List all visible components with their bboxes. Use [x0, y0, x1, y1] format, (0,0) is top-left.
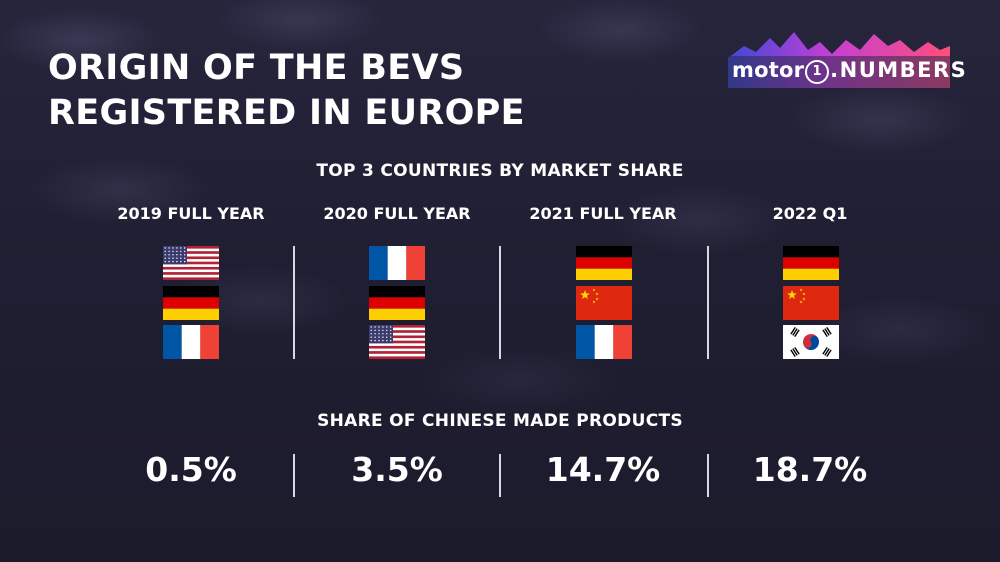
chinese-share-heading: SHARE OF CHINESE MADE PRODUCTS: [317, 411, 683, 431]
china-flag-icon: [783, 286, 839, 320]
share-value-2019: 0.5%: [145, 450, 237, 489]
column-divider: [707, 246, 709, 359]
brand-logo: motor 1 .NUMBERS: [728, 28, 966, 88]
germany-flag-icon: [576, 246, 632, 280]
column-label-2019: 2019 FULL YEAR: [117, 204, 265, 223]
logo-text-numbers: .NUMBERS: [830, 58, 968, 82]
page-title: ORIGIN OF THE BEVS REGISTERED IN EUROPE: [48, 46, 525, 136]
usa-flag-icon: [369, 325, 425, 359]
column-label-2021: 2021 FULL YEAR: [529, 204, 677, 223]
share-value-2021: 14.7%: [545, 450, 661, 489]
china-flag-icon: [576, 286, 632, 320]
mountain-logo-icon: [728, 32, 950, 88]
germany-flag-icon: [369, 286, 425, 320]
top3-heading: TOP 3 COUNTRIES BY MARKET SHARE: [316, 161, 684, 181]
germany-flag-icon: [783, 246, 839, 280]
share-value-2020: 3.5%: [351, 450, 443, 489]
germany-flag-icon: [163, 286, 219, 320]
column-divider: [499, 246, 501, 359]
value-divider: [293, 454, 295, 497]
column-label-2020: 2020 FULL YEAR: [323, 204, 471, 223]
value-divider: [707, 454, 709, 497]
france-flag-icon: [576, 325, 632, 359]
south-korea-flag-icon: [783, 325, 839, 359]
column-label-2022q1: 2022 Q1: [772, 204, 848, 223]
usa-flag-icon: [163, 246, 219, 280]
column-divider: [293, 246, 295, 359]
france-flag-icon: [369, 246, 425, 280]
logo-one-badge: 1: [805, 60, 830, 84]
france-flag-icon: [163, 325, 219, 359]
logo-wordmark: motor 1 .NUMBERS: [732, 58, 967, 84]
title-line-1: ORIGIN OF THE BEVS: [48, 48, 465, 88]
title-line-2: REGISTERED IN EUROPE: [48, 93, 525, 133]
share-value-2022q1: 18.7%: [752, 450, 868, 489]
logo-text-motor: motor: [732, 58, 805, 82]
value-divider: [499, 454, 501, 497]
